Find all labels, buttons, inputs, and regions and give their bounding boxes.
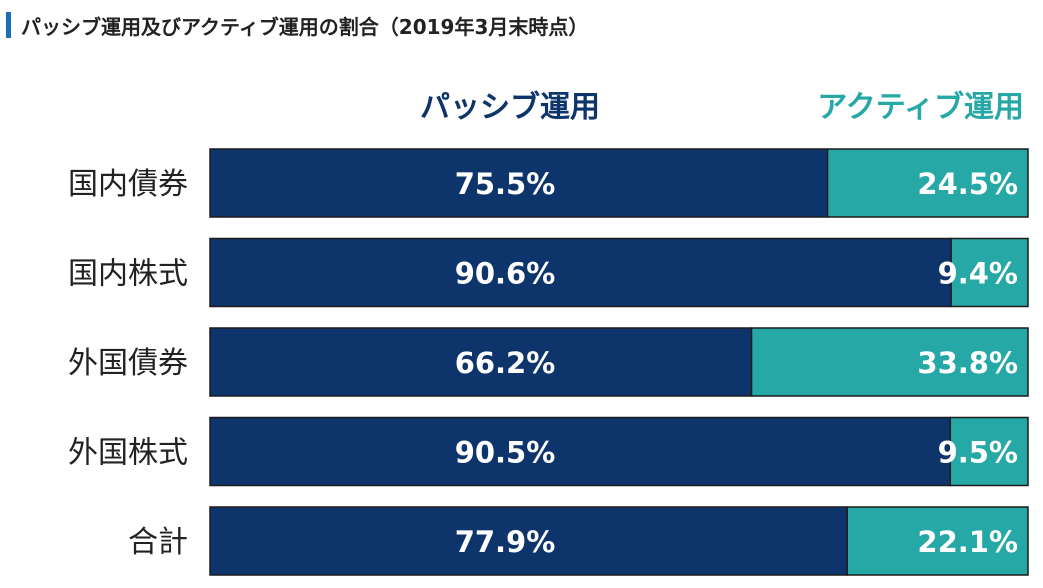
category-label: 国内株式 [68,257,188,292]
value-label-active: 24.5% [917,167,1018,201]
bar-active [750,327,1029,397]
value-label-passive: 75.5% [455,167,556,201]
bar-passive [209,416,952,487]
legend-passive: パッシブ運用 [420,90,600,125]
bar-active [950,237,1029,308]
legend-active: アクティブ運用 [817,90,1024,125]
category-label: 合計 [128,525,188,560]
title-bar: パッシブ運用及びアクティブ運用の割合（2019年3月末時点） [6,10,588,40]
value-label-active: 9.5% [938,436,1018,470]
bar-active [826,148,1029,218]
value-label-passive: 90.6% [455,257,556,291]
value-label-passive: 90.5% [455,436,556,470]
value-label-active: 9.4% [938,257,1018,291]
value-labels: 75.5% 24.5% 90.6% 9.4% 66.2% 33.8% 90.5% 9.5% 77… [455,167,1018,559]
value-label-active: 33.8% [917,346,1018,380]
value-label-passive: 77.9% [455,525,556,559]
legend: パッシブ運用 アクティブ運用 [420,90,1024,125]
bar-passive [209,148,829,218]
title-accent-bar [6,12,11,38]
bar-active [949,416,1029,487]
bar-passive [209,237,952,308]
bar-passive [209,506,848,576]
bars [209,148,1029,576]
category-label: 外国債券 [68,346,188,381]
category-label: 外国株式 [68,436,188,471]
category-label: 国内債券 [68,167,188,202]
bar-active [846,506,1029,576]
value-label-active: 22.1% [917,525,1018,559]
bar-passive [209,327,753,397]
value-label-passive: 66.2% [455,346,556,380]
page-title: パッシブ運用及びアクティブ運用の割合（2019年3月末時点） [21,14,589,39]
